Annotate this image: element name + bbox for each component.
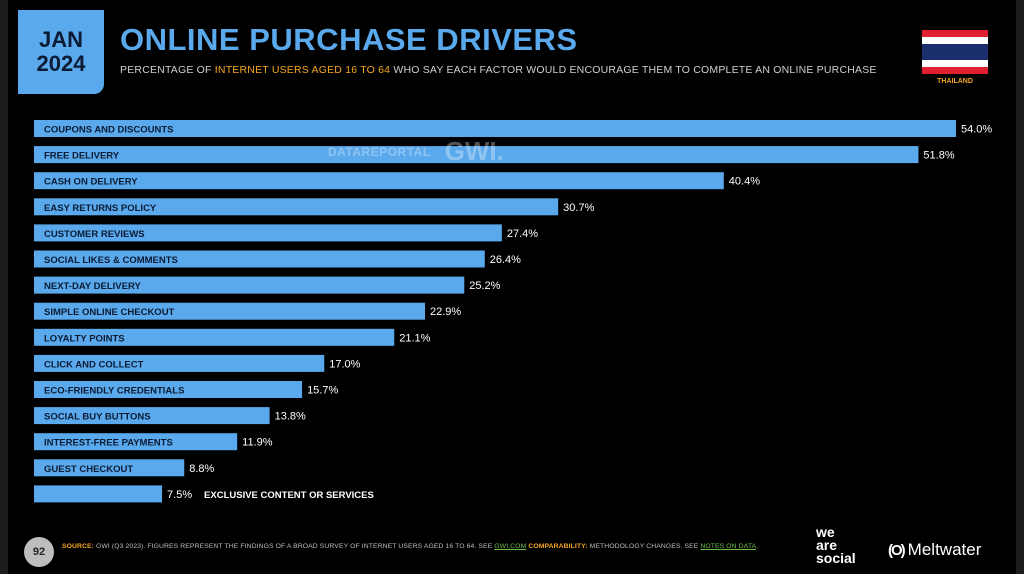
bar — [34, 485, 163, 503]
bar — [34, 146, 919, 164]
source-text: GWI (Q3 2023). FIGURES REPRESENT THE FIN… — [94, 543, 495, 550]
date-month: JAN — [38, 27, 83, 52]
category-label: SIMPLE ONLINE CHECKOUT — [44, 307, 175, 318]
bar — [34, 120, 956, 137]
notes-end: . — [756, 543, 759, 550]
country-label: THAILAND — [937, 78, 973, 85]
value-label: 30.7% — [563, 202, 594, 214]
gwi-watermark: GWI. — [444, 136, 504, 166]
bar — [34, 407, 270, 425]
meltwater-wordmark: Meltwater — [907, 540, 982, 559]
logo-line: social — [816, 550, 856, 566]
category-label: SOCIAL BUY BUTTONS — [44, 412, 151, 423]
bar — [34, 276, 465, 294]
value-label: 26.4% — [490, 254, 521, 266]
category-label: CUSTOMER REVIEWS — [44, 229, 145, 240]
meltwater-logo: (O) Meltwater — [888, 540, 981, 560]
watermark: DATAREPORTAL GWI. — [328, 136, 504, 167]
date-year: 2024 — [36, 51, 86, 76]
bar — [34, 354, 325, 372]
category-label: CASH ON DELIVERY — [44, 177, 138, 188]
logo-line: we — [816, 524, 835, 540]
value-label: 7.5% — [167, 489, 192, 501]
flag-stripe — [922, 60, 988, 67]
category-label: EASY RETURNS POLICY — [44, 203, 157, 214]
date-badge: JAN 2024 — [18, 10, 104, 94]
logo-line: are — [816, 537, 838, 553]
category-label: CLICK AND COLLECT — [44, 359, 144, 370]
value-label: 54.0% — [961, 124, 992, 136]
flag-stripe — [922, 44, 988, 60]
bar-chart: 54.0% COUPONS AND DISCOUNTS 51.8% FREE DELI… — [34, 120, 992, 503]
subtitle-highlight: INTERNET USERS AGED 16 TO 64 — [214, 64, 391, 76]
datareportal-watermark: DATAREPORTAL — [328, 144, 431, 159]
subtitle: PERCENTAGE OF INTERNET USERS AGED 16 TO … — [120, 64, 877, 76]
category-label: GUEST CHECKOUT — [44, 464, 133, 475]
value-label: 40.4% — [729, 176, 760, 188]
value-label: 13.8% — [275, 411, 306, 423]
value-label: 8.8% — [189, 463, 214, 475]
bar — [34, 381, 303, 398]
value-label: 27.4% — [507, 228, 538, 240]
value-label: 21.1% — [399, 332, 430, 344]
category-label: SOCIAL LIKES & COMMENTS — [44, 255, 178, 266]
thailand-flag-icon — [922, 30, 988, 74]
value-label: 51.8% — [923, 150, 954, 162]
subtitle-post: WHO SAY EACH FACTOR WOULD ENCOURAGE THEM… — [390, 64, 877, 76]
category-label: ECO-FRIENDLY CREDENTIALS — [44, 386, 184, 397]
page-title: ONLINE PURCHASE DRIVERS — [120, 22, 578, 57]
category-label: FREE DELIVERY — [44, 151, 120, 162]
category-label: LOYALTY POINTS — [44, 333, 125, 344]
bar — [34, 172, 724, 190]
value-label: 22.9% — [430, 306, 461, 318]
comparability-text: METHODOLOGY CHANGES. SEE — [587, 543, 701, 550]
category-label: COUPONS AND DISCOUNTS — [44, 125, 174, 136]
comparability-label: COMPARABILITY: — [526, 543, 588, 550]
we-are-social-logo: we are social — [816, 524, 876, 566]
bar — [34, 198, 559, 216]
flag-stripe — [922, 37, 988, 44]
bar — [34, 433, 238, 451]
bar — [34, 250, 485, 268]
bar — [34, 302, 425, 320]
meltwater-icon: (O) — [888, 541, 906, 559]
notes-on-data-link[interactable]: NOTES ON DATA — [700, 543, 757, 550]
footer-source: SOURCE: GWI (Q3 2023). FIGURES REPRESENT… — [62, 543, 802, 550]
bar — [34, 224, 502, 242]
value-label: 15.7% — [307, 385, 338, 397]
flag-stripe — [922, 67, 988, 74]
value-label: 17.0% — [329, 358, 360, 370]
slide: JAN 2024 ONLINE PURCHASE DRIVERS PERCENT… — [8, 0, 1016, 574]
flag-stripe — [922, 30, 988, 37]
value-label: 11.9% — [242, 437, 273, 449]
value-label: 25.2% — [469, 280, 500, 292]
category-label: INTEREST-FREE PAYMENTS — [44, 438, 173, 449]
bar — [34, 459, 185, 477]
page-number: 92 — [24, 537, 54, 567]
subtitle-pre: PERCENTAGE OF — [120, 64, 215, 76]
source-label: SOURCE: — [62, 543, 95, 550]
bar — [34, 328, 395, 346]
gwi-link[interactable]: GWI.COM — [494, 543, 527, 550]
category-label: EXCLUSIVE CONTENT OR SERVICES — [204, 490, 374, 501]
category-label: NEXT-DAY DELIVERY — [44, 281, 141, 292]
